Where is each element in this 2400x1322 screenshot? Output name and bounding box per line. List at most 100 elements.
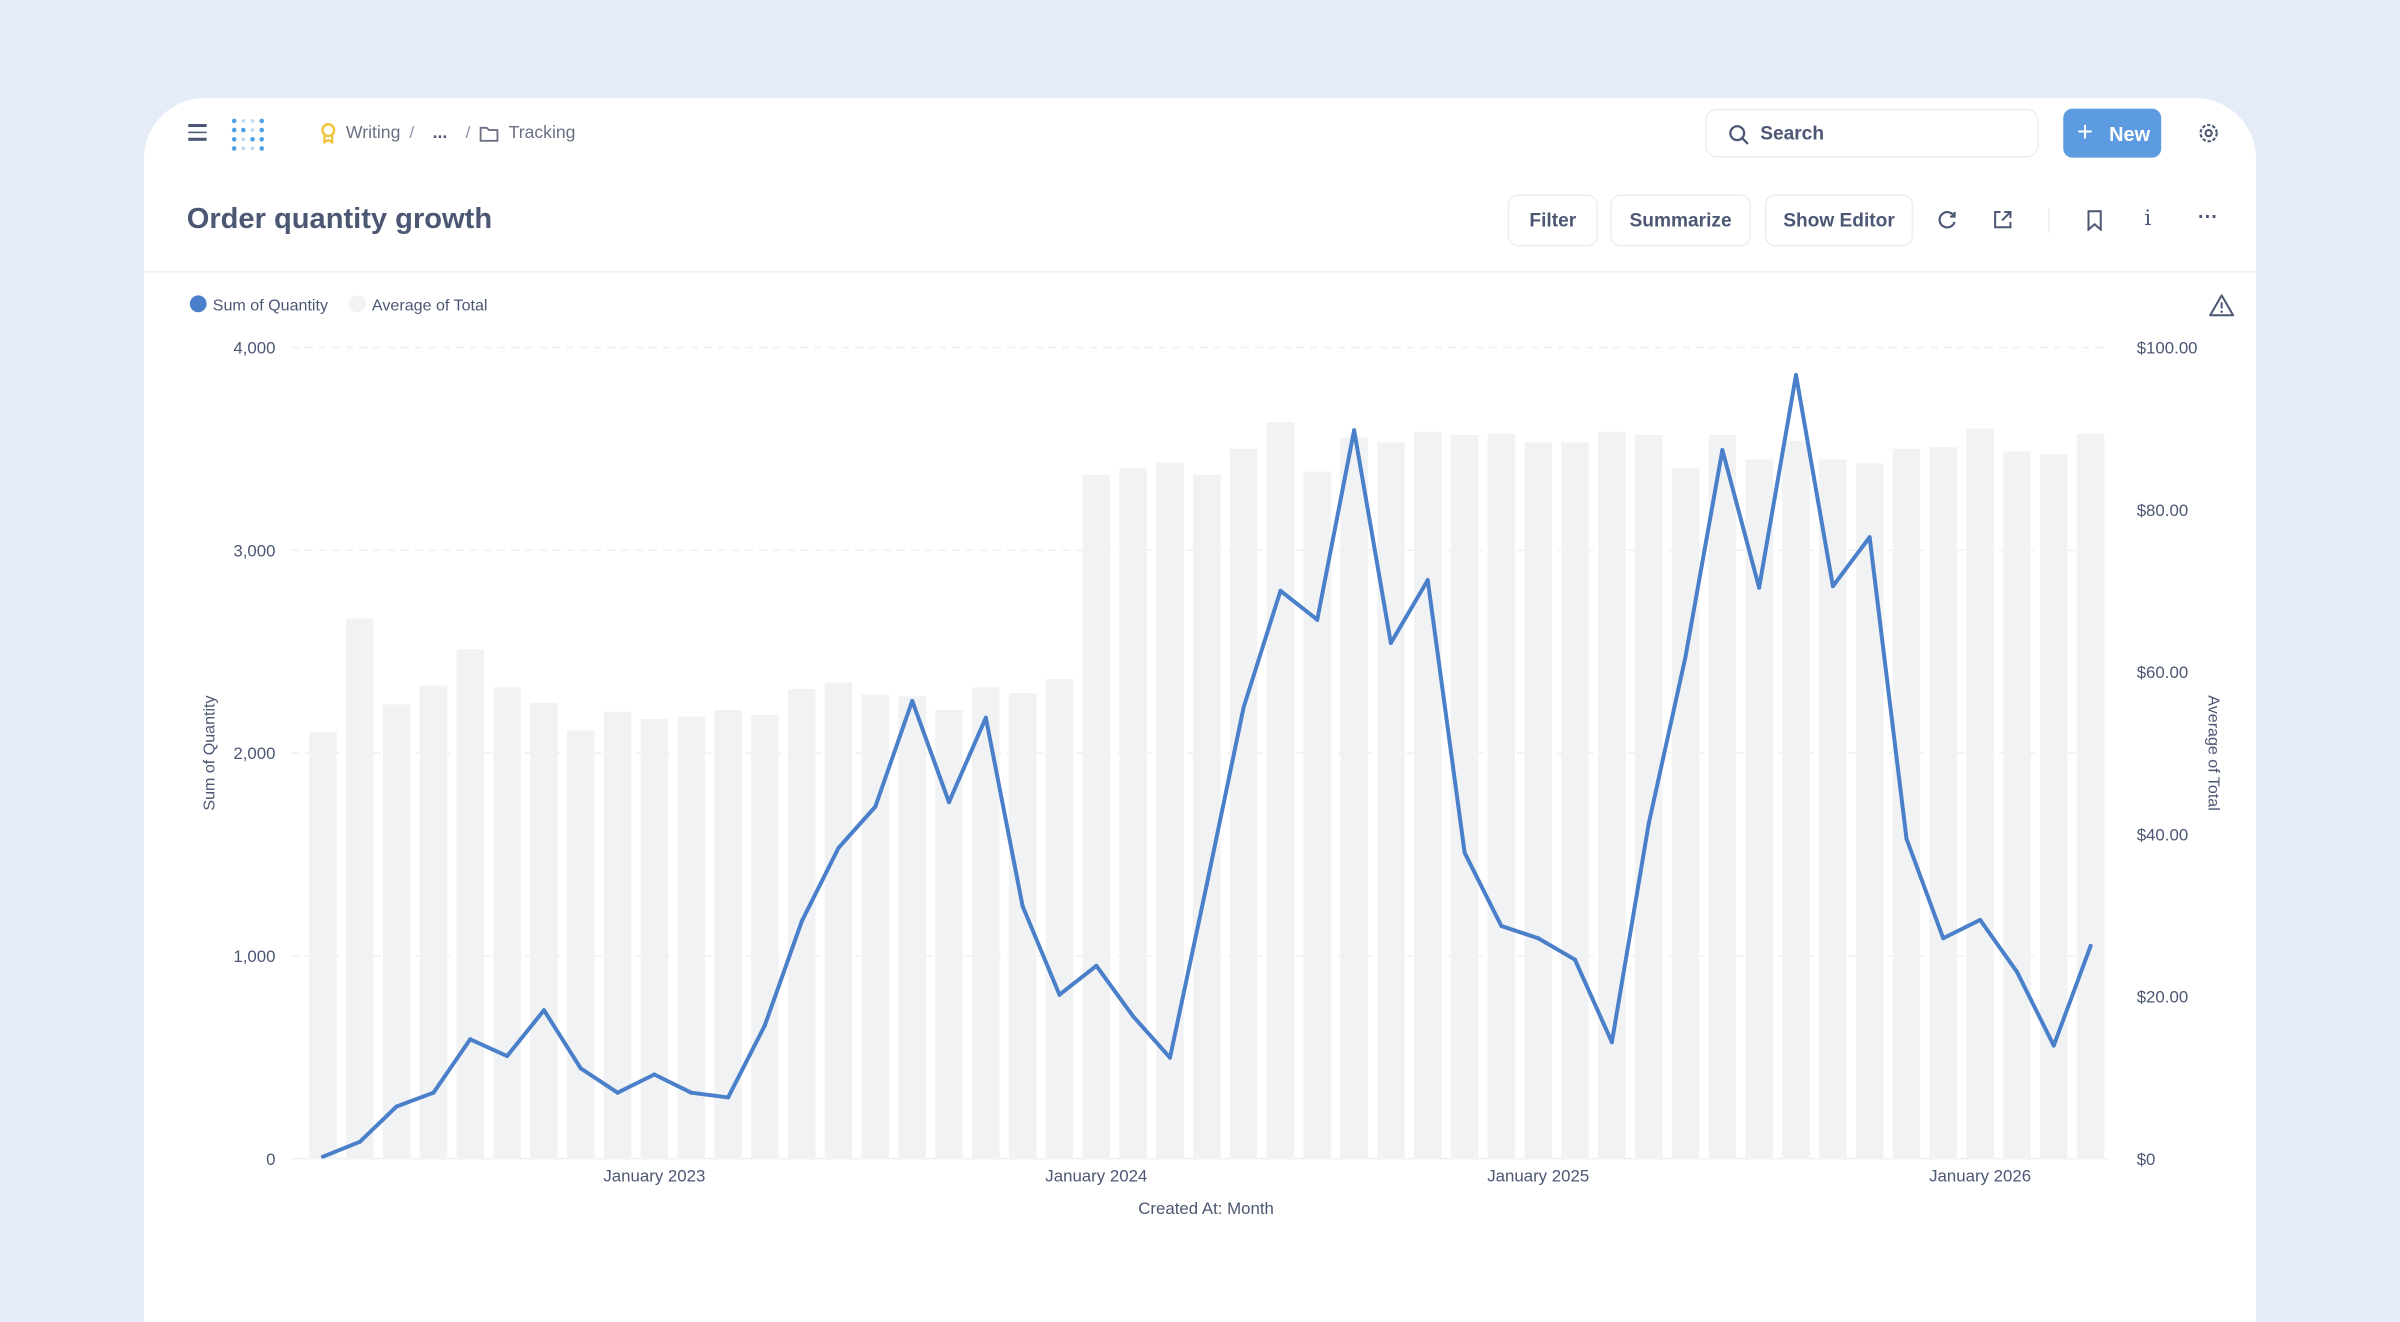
bar-average-of-total bbox=[677, 716, 705, 1159]
y-right-tick-label: $0 bbox=[2137, 1150, 2156, 1169]
toolbar-divider bbox=[2047, 208, 2050, 233]
bar-average-of-total bbox=[1634, 435, 1663, 1159]
bar-average-of-total bbox=[1229, 448, 1258, 1159]
menu-icon[interactable] bbox=[188, 123, 207, 141]
bar-average-of-total bbox=[1745, 459, 1773, 1159]
show-editor-button[interactable]: Show Editor bbox=[1764, 194, 1914, 247]
legend-label: Sum of Quantity bbox=[212, 296, 329, 316]
x-axis-title: Created At: Month bbox=[1138, 1199, 1274, 1218]
line-point bbox=[762, 1023, 767, 1028]
bar-average-of-total bbox=[714, 710, 742, 1159]
breadcrumb-writing[interactable]: Writing bbox=[345, 123, 401, 143]
y-left-tick-label: 1,000 bbox=[233, 947, 275, 966]
line-point bbox=[652, 1072, 657, 1077]
summarize-button[interactable]: Summarize bbox=[1610, 194, 1752, 247]
line-point bbox=[726, 1095, 731, 1100]
bar-average-of-total bbox=[861, 694, 890, 1159]
bar-average-of-total bbox=[1377, 442, 1405, 1159]
breadcrumb: Writing / ... / Tracking bbox=[320, 122, 576, 144]
logo-icon[interactable] bbox=[230, 115, 267, 152]
line-point bbox=[799, 919, 804, 924]
share-icon[interactable] bbox=[1993, 210, 2013, 230]
gear-icon[interactable] bbox=[2198, 122, 2219, 143]
refresh-icon[interactable] bbox=[1936, 210, 1957, 231]
y-right-tick-label: $80.00 bbox=[2137, 501, 2188, 520]
x-tick-label: January 2024 bbox=[1045, 1167, 1147, 1186]
line-point bbox=[1794, 373, 1798, 378]
bar-average-of-total bbox=[346, 618, 374, 1159]
breadcrumb-more[interactable]: ... bbox=[432, 123, 448, 143]
bookmark-icon[interactable] bbox=[2086, 210, 2103, 232]
line-point bbox=[1757, 585, 1762, 590]
line-point bbox=[1830, 584, 1835, 589]
bar-average-of-total bbox=[1303, 471, 1332, 1159]
folder-icon bbox=[480, 126, 499, 141]
y-left-tick-label: 3,000 bbox=[233, 541, 275, 560]
new-button[interactable]: + New bbox=[2063, 108, 2162, 158]
filter-button[interactable]: Filter bbox=[1507, 194, 1598, 247]
line-point bbox=[1683, 654, 1688, 659]
legend-item-sum-of-quantity[interactable]: Sum of Quantity bbox=[189, 295, 329, 316]
bar-average-of-total bbox=[456, 649, 485, 1159]
y-right-tick-label: $20.00 bbox=[2137, 988, 2188, 1007]
search-placeholder: Search bbox=[1760, 122, 1825, 144]
bar-average-of-total bbox=[2003, 451, 2031, 1159]
line-point bbox=[1720, 448, 1725, 453]
bar-average-of-total bbox=[640, 718, 669, 1159]
x-tick-label: January 2026 bbox=[1929, 1167, 2031, 1186]
line-point bbox=[468, 1037, 473, 1042]
line-point bbox=[1425, 578, 1430, 583]
line-point bbox=[2014, 969, 2019, 974]
line-point bbox=[1646, 821, 1651, 826]
bar-average-of-total bbox=[1561, 442, 1589, 1159]
bar-average-of-total bbox=[751, 714, 779, 1159]
line-point bbox=[578, 1066, 583, 1071]
line-point bbox=[947, 800, 951, 805]
line-point bbox=[1388, 640, 1393, 645]
search-icon bbox=[1729, 125, 1749, 145]
new-label: New bbox=[2109, 122, 2151, 146]
line-point bbox=[1278, 588, 1283, 593]
collection-badge-icon bbox=[321, 123, 336, 144]
page-title: Order quantity growth bbox=[186, 203, 493, 236]
bar-average-of-total bbox=[1819, 459, 1847, 1159]
line-point bbox=[1131, 1014, 1136, 1019]
info-icon[interactable]: i bbox=[2144, 206, 2152, 232]
legend-item-average-of-total[interactable]: Average of Total bbox=[348, 295, 488, 316]
bar-average-of-total bbox=[1119, 468, 1147, 1159]
bar-average-of-total bbox=[1487, 433, 1516, 1159]
line-point bbox=[2051, 1043, 2056, 1048]
bar-average-of-total bbox=[530, 702, 558, 1159]
bar-average-of-total bbox=[566, 730, 595, 1159]
line-point bbox=[1904, 836, 1909, 841]
bar-average-of-total bbox=[1892, 448, 1921, 1159]
line-point bbox=[394, 1104, 399, 1109]
warning-icon[interactable] bbox=[2209, 294, 2235, 317]
line-point bbox=[910, 698, 915, 703]
line-point bbox=[1167, 1055, 1172, 1060]
line-point bbox=[873, 804, 878, 809]
bar-average-of-total bbox=[824, 682, 853, 1159]
bar-average-of-total bbox=[1413, 431, 1442, 1159]
search-input[interactable]: Search bbox=[1705, 108, 2039, 158]
y-right-tick-label: $60.00 bbox=[2137, 663, 2188, 682]
y-axis-left-title: Sum of Quantity bbox=[200, 695, 218, 810]
bar-average-of-total bbox=[1966, 428, 1994, 1159]
line-point bbox=[1573, 957, 1578, 962]
line-point bbox=[320, 1154, 325, 1159]
y-left-tick-label: 4,000 bbox=[233, 339, 275, 358]
more-icon[interactable]: ··· bbox=[2197, 205, 2218, 229]
bar-average-of-total bbox=[1782, 440, 1810, 1159]
line-point bbox=[357, 1139, 362, 1144]
bar-average-of-total bbox=[1855, 463, 1884, 1159]
line-point bbox=[1941, 936, 1946, 941]
line-point bbox=[1204, 882, 1209, 887]
plus-icon: + bbox=[2077, 116, 2094, 147]
line-point bbox=[541, 1008, 546, 1013]
legend-dot bbox=[189, 295, 207, 313]
header-divider bbox=[143, 270, 2257, 273]
legend-label: Average of Total bbox=[371, 296, 488, 316]
line-point bbox=[615, 1090, 620, 1095]
legend-dot bbox=[348, 295, 366, 313]
breadcrumb-tracking[interactable]: Tracking bbox=[508, 123, 576, 143]
